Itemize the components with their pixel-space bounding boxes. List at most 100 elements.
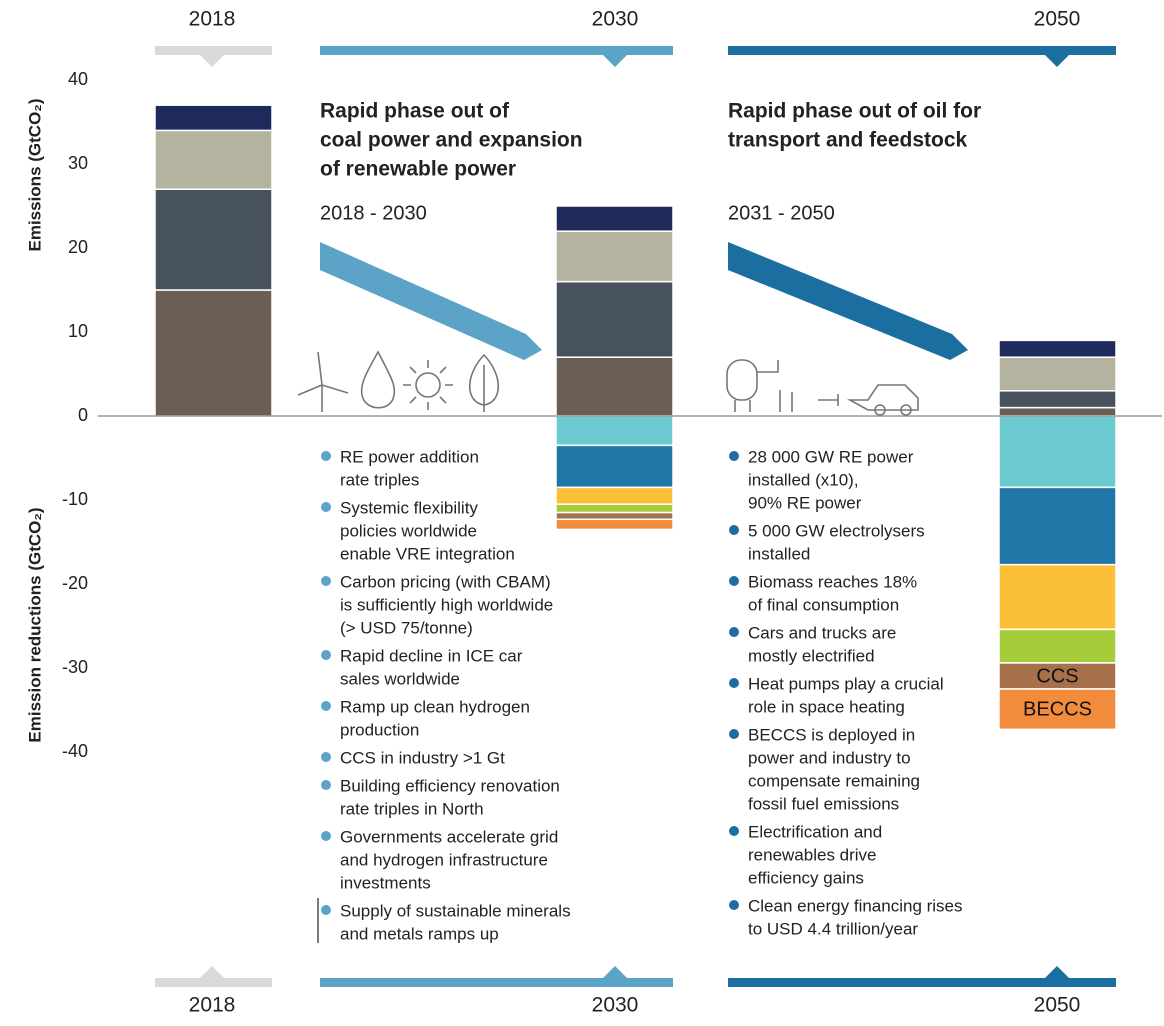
y-tick-label: 10 bbox=[68, 321, 88, 341]
bullet-text: Cars and trucks are bbox=[748, 623, 896, 642]
year-label: 2050 bbox=[1034, 994, 1081, 1017]
bullet-dot bbox=[729, 576, 739, 586]
trend-arrow bbox=[320, 242, 542, 360]
bullet-text: renewables drive bbox=[748, 845, 877, 864]
bullet-text: 28 000 GW RE power bbox=[748, 447, 914, 466]
bullet-text: (> USD 75/tonne) bbox=[340, 618, 473, 637]
bullet-dot bbox=[321, 701, 331, 711]
bar-segment bbox=[555, 230, 674, 283]
bar-segment bbox=[998, 415, 1117, 489]
bar-segment bbox=[555, 415, 674, 447]
bar-segment bbox=[555, 511, 674, 521]
bullet-text: Ramp up clean hydrogen bbox=[340, 697, 530, 716]
bullet-dot bbox=[729, 729, 739, 739]
panel-period: 2031 - 2050 bbox=[728, 202, 835, 224]
bullet-text: 90% RE power bbox=[748, 493, 862, 512]
year-label: 2030 bbox=[592, 994, 639, 1017]
bar-segment bbox=[998, 662, 1117, 690]
bullet-text: enable VRE integration bbox=[340, 544, 515, 563]
bullet-text: rate triples bbox=[340, 470, 419, 489]
bar-segment bbox=[998, 339, 1117, 358]
renewable-icons bbox=[297, 350, 919, 416]
bullet-text: to USD 4.4 trillion/year bbox=[748, 919, 918, 938]
bar-segment bbox=[154, 129, 273, 190]
bar-segment bbox=[998, 486, 1117, 566]
bullet-text: of final consumption bbox=[748, 595, 899, 614]
bar-segment bbox=[555, 518, 674, 531]
panel-title: Rapid phase out of oil for bbox=[728, 100, 981, 123]
y-tick-label: 30 bbox=[68, 153, 88, 173]
bullet-text: installed bbox=[748, 544, 810, 563]
bullet-dot bbox=[321, 752, 331, 762]
year-label: 2018 bbox=[189, 8, 236, 31]
bar-segment bbox=[998, 563, 1117, 631]
bullet-text: efficiency gains bbox=[748, 868, 864, 887]
timeline-notch bbox=[200, 966, 224, 978]
bullet-text: Building efficiency renovation bbox=[340, 776, 560, 795]
bullet-dot bbox=[729, 826, 739, 836]
trend-arrow bbox=[728, 242, 968, 360]
bar-segment bbox=[154, 104, 273, 132]
y-tick-label: 40 bbox=[68, 69, 88, 89]
bullet-text: power and industry to bbox=[748, 748, 911, 767]
y-tick-label: -20 bbox=[62, 573, 88, 593]
timeline-bar bbox=[320, 46, 673, 55]
bullet-text: compensate remaining bbox=[748, 771, 920, 790]
bullet-text: Electrification and bbox=[748, 822, 882, 841]
timeline-notch bbox=[1045, 966, 1069, 978]
bullet-text: policies worldwide bbox=[340, 521, 477, 540]
y-tick-label: -30 bbox=[62, 657, 88, 677]
bullet-dot bbox=[729, 451, 739, 461]
bullet-dot bbox=[321, 905, 331, 915]
bar-segment bbox=[998, 406, 1117, 417]
bullet-text: 5 000 GW electrolysers bbox=[748, 521, 925, 540]
bullet-text: fossil fuel emissions bbox=[748, 794, 899, 813]
bullet-text: sales worldwide bbox=[340, 669, 460, 688]
bullet-text: Supply of sustainable minerals bbox=[340, 901, 571, 920]
bar-segment bbox=[998, 688, 1117, 731]
bar-segment bbox=[555, 280, 674, 358]
bullet-text: is sufficiently high worldwide bbox=[340, 595, 553, 614]
bar-segment bbox=[555, 444, 674, 489]
y-axis-title: Emissions (GtCO₂) bbox=[25, 98, 44, 251]
timeline-notch bbox=[1045, 55, 1069, 67]
bar-segment bbox=[998, 356, 1117, 392]
bar-segment bbox=[154, 289, 273, 417]
bar-segment bbox=[998, 390, 1117, 409]
bullet-text: Carbon pricing (with CBAM) bbox=[340, 572, 551, 591]
bullet-dot bbox=[321, 780, 331, 790]
timeline-bar bbox=[320, 978, 673, 987]
y-axis-title: Emission reductions (GtCO₂) bbox=[25, 507, 44, 742]
bullet-dot bbox=[321, 576, 331, 586]
panel-title: of renewable power bbox=[320, 158, 516, 181]
bar-segment bbox=[998, 628, 1117, 664]
bullet-text: RE power addition bbox=[340, 447, 479, 466]
timeline bbox=[155, 46, 1116, 987]
year-label: 2018 bbox=[189, 994, 236, 1017]
bullet-text: role in space heating bbox=[748, 697, 905, 716]
year-label: 2050 bbox=[1034, 8, 1081, 31]
bullet-text: BECCS is deployed in bbox=[748, 725, 915, 744]
timeline-bar bbox=[155, 978, 272, 987]
bullet-dot bbox=[321, 650, 331, 660]
bullet-text: mostly electrified bbox=[748, 646, 875, 665]
bullet-text: production bbox=[340, 720, 419, 739]
panel-title: coal power and expansion bbox=[320, 129, 583, 152]
bullet-text: and metals ramps up bbox=[340, 924, 499, 943]
panel-title: transport and feedstock bbox=[728, 129, 968, 152]
bullet-dot bbox=[729, 525, 739, 535]
segment-label: CCS bbox=[1036, 665, 1078, 687]
bullet-text: Rapid decline in ICE car bbox=[340, 646, 523, 665]
y-tick-label: 0 bbox=[78, 405, 88, 425]
timeline-notch bbox=[200, 55, 224, 67]
bar-segment bbox=[555, 486, 674, 505]
y-tick-label: -10 bbox=[62, 489, 88, 509]
bullet-text: Biomass reaches 18% bbox=[748, 572, 917, 591]
timeline-bar bbox=[728, 46, 1116, 55]
panel-title: Rapid phase out of bbox=[320, 100, 510, 123]
bullet-text: and hydrogen infrastructure bbox=[340, 850, 548, 869]
bullet-text: investments bbox=[340, 873, 431, 892]
panel-period: 2018 - 2030 bbox=[320, 202, 427, 224]
